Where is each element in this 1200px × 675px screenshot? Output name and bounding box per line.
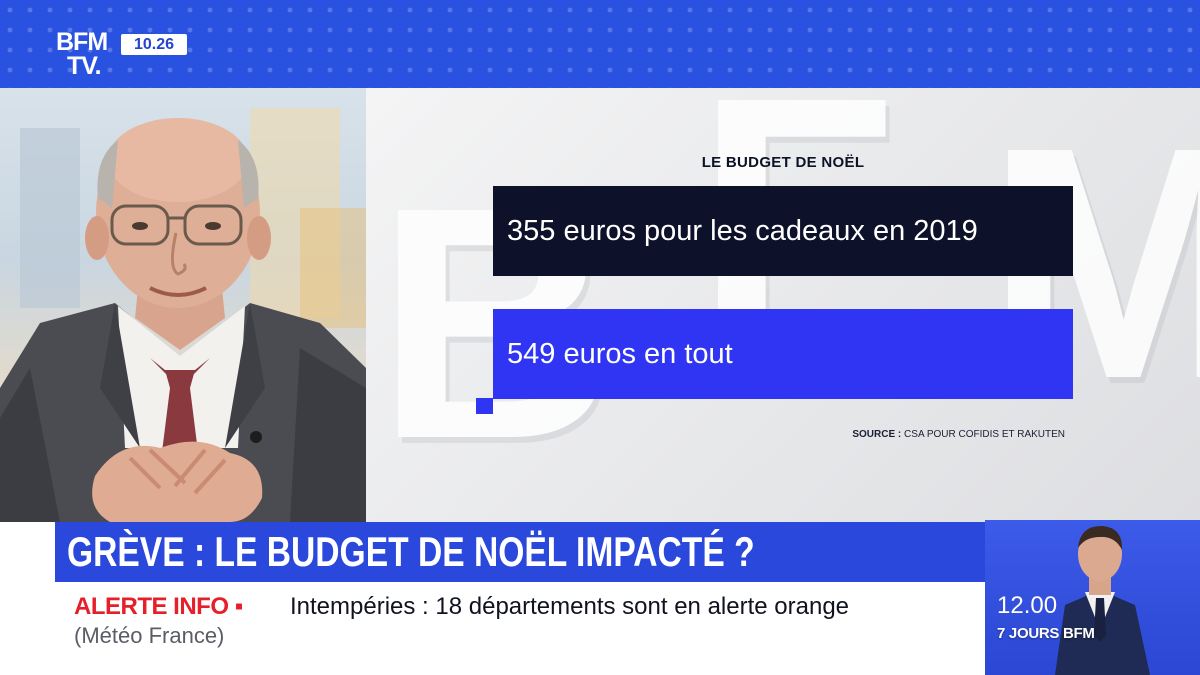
source-label: SOURCE : <box>852 429 902 440</box>
total-budget-bar: 549 euros en tout <box>493 309 1073 399</box>
infographic-title-row: LE BUDGET DE NOËL <box>366 154 1200 174</box>
bfmtv-logo: BFM TV. <box>56 30 118 82</box>
accent-square <box>476 398 493 414</box>
alert-info-label: ALERTE INFO ▪ <box>74 593 243 620</box>
logo-line-2: TV. <box>67 52 102 80</box>
upcoming-show-promo: 12.00 7 JOURS BFM <box>985 520 1200 675</box>
on-air-clock: 10.26 <box>121 34 187 55</box>
ticker-text: Intempéries : 18 départements sont en al… <box>290 593 850 620</box>
presenter-video-feed <box>0 88 366 522</box>
source-text: CSA POUR COFIDIS ET RAKUTEN <box>904 429 1065 440</box>
headline-banner: GRÈVE : LE BUDGET DE NOËL IMPACTÉ ? <box>55 522 985 582</box>
promo-time: 12.00 <box>997 592 1058 619</box>
headline-text: GRÈVE : LE BUDGET DE NOËL IMPACTÉ ? <box>67 528 755 575</box>
promo-show-name: 7 JOURS BFM <box>997 625 1095 642</box>
channel-header-band: BFM TV. 10.26 <box>0 0 1200 88</box>
news-ticker: ALERTE INFO ▪ Intempéries : 18 départeme… <box>0 582 985 675</box>
infographic-title: LE BUDGET DE NOËL <box>701 154 865 171</box>
presenter-image <box>0 108 366 522</box>
gift-budget-bar: 355 euros pour les cadeaux en 2019 <box>493 186 1073 276</box>
anchor-thumbnail <box>1055 525 1150 675</box>
source-credit: SOURCE : CSA POUR COFIDIS ET RAKUTEN <box>760 429 1065 440</box>
ticker-subtext: (Météo France) <box>74 623 225 648</box>
logo-line-1: BFM <box>56 28 108 56</box>
